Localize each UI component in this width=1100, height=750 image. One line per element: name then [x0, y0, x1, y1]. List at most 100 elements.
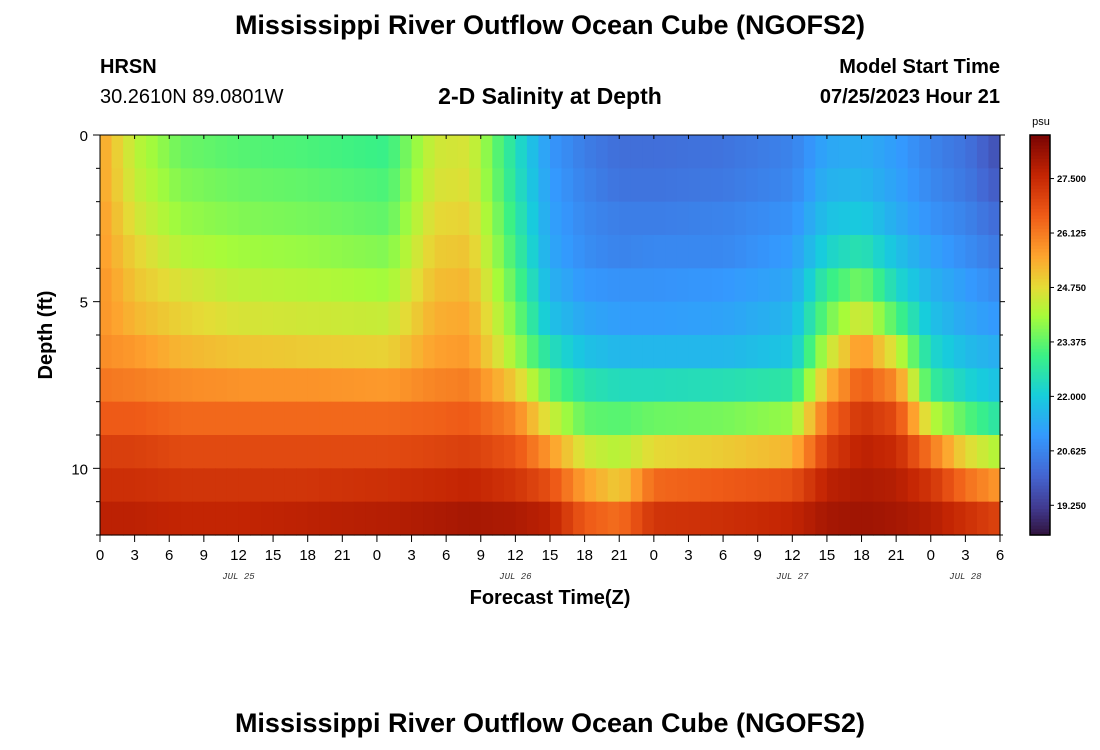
heatmap-cell [676, 335, 690, 369]
heatmap-cell [942, 468, 955, 503]
heatmap-cell [653, 235, 666, 269]
heatmap-cell [803, 168, 816, 203]
heatmap-cell [146, 368, 159, 403]
heatmap-cell [826, 268, 840, 303]
heatmap-cell [642, 301, 655, 336]
heatmap-cell [907, 268, 920, 303]
heatmap-cell [111, 168, 124, 203]
heatmap-cell [261, 368, 274, 403]
heatmap-cell [469, 135, 482, 169]
heatmap-cell [284, 135, 297, 169]
heatmap-cell [653, 268, 666, 303]
heatmap-cell [607, 335, 620, 369]
heatmap-cell [700, 301, 713, 336]
heatmap-cell [526, 301, 540, 336]
heatmap-cell [919, 135, 932, 169]
heatmap-cell [100, 335, 113, 369]
heatmap-cell [111, 135, 124, 169]
colorbar-tick-label: 26.125 [1057, 229, 1087, 240]
heatmap-cell [607, 301, 620, 336]
heatmap-cell [700, 168, 713, 203]
heatmap-cell [538, 401, 551, 436]
heatmap-cell [907, 301, 920, 336]
heatmap-cell [492, 335, 505, 369]
heatmap-cell [734, 301, 747, 336]
heatmap-cell [226, 301, 240, 336]
heatmap-cell [203, 335, 216, 369]
heatmap-cell [261, 268, 274, 303]
heatmap-cell [423, 235, 436, 269]
x-tick-label: 3 [407, 547, 415, 564]
heatmap-cell [330, 135, 343, 169]
heatmap-cell [134, 335, 147, 369]
colorbar-segment [1030, 258, 1050, 263]
heatmap-cell [746, 401, 759, 436]
heatmap-cell [169, 168, 182, 203]
colorbar-segment [1030, 241, 1050, 246]
heatmap-cell [434, 368, 447, 403]
x-tick-label: 18 [299, 547, 316, 564]
heatmap-cell [930, 368, 943, 403]
heatmap-cell [953, 368, 966, 403]
heatmap-cell [457, 268, 470, 303]
heatmap-cell [988, 301, 1001, 336]
heatmap-cell [930, 235, 943, 269]
heatmap-cell [446, 435, 459, 469]
heatmap-cell [342, 168, 355, 203]
heatmap-cell [134, 401, 147, 436]
heatmap-cell [561, 468, 574, 503]
heatmap-cell [688, 235, 701, 269]
heatmap-cell [676, 301, 690, 336]
heatmap-cell [503, 168, 516, 203]
heatmap-cell [446, 468, 459, 503]
heatmap-cell [469, 268, 482, 303]
y-tick-label: 5 [80, 295, 88, 312]
model-start-label: Model Start Time [839, 56, 1000, 78]
heatmap-cell [284, 268, 297, 303]
heatmap-cell [619, 401, 632, 436]
heatmap-cell [619, 368, 632, 403]
heatmap-cell [123, 301, 136, 336]
colorbar-segment [1030, 335, 1050, 339]
heatmap-cell [423, 168, 436, 203]
heatmap-cell [180, 268, 193, 303]
heatmap-cell [884, 335, 897, 369]
heatmap-cell [250, 301, 263, 336]
heatmap-cell [815, 201, 828, 236]
heatmap-cell [665, 301, 678, 336]
colorbar-segment [1030, 495, 1050, 499]
heatmap-cell [850, 501, 863, 536]
heatmap-cell [688, 335, 701, 369]
colorbar-segment [1030, 418, 1050, 423]
colorbar-segment [1030, 528, 1050, 533]
heatmap-cell [503, 268, 516, 303]
heatmap-cell [411, 235, 424, 269]
heatmap-cell [376, 168, 390, 203]
heatmap-cell [515, 201, 528, 236]
heatmap-cell [642, 435, 655, 469]
heatmap-cell [803, 201, 816, 236]
heatmap-cell [250, 268, 263, 303]
heatmap-cell [238, 335, 251, 369]
heatmap-cell [676, 201, 690, 236]
heatmap-cell [146, 168, 159, 203]
heatmap-cell [965, 135, 978, 169]
heatmap-cell [480, 201, 493, 236]
heatmap-cell [376, 368, 390, 403]
colorbar-segment [1030, 488, 1050, 493]
heatmap-cell [907, 201, 920, 236]
heatmap-cell [619, 135, 632, 169]
heatmap-cell [838, 135, 851, 169]
heatmap-cell [861, 135, 874, 169]
heatmap-cell [146, 401, 159, 436]
heatmap-cell [596, 235, 609, 269]
heatmap-cell [930, 501, 943, 536]
heatmap-cell [953, 268, 966, 303]
heatmap-cell [734, 335, 747, 369]
heatmap-cell [180, 201, 193, 236]
heatmap-cell [180, 368, 193, 403]
heatmap-cell [550, 235, 563, 269]
heatmap-cell [815, 235, 828, 269]
heatmap-cell [492, 501, 505, 536]
heatmap-cell [619, 301, 632, 336]
